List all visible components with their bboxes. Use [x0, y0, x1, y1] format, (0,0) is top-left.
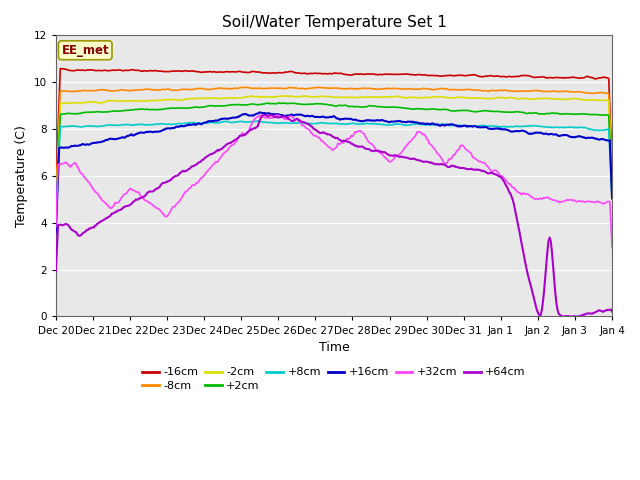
Y-axis label: Temperature (C): Temperature (C) [15, 125, 28, 227]
X-axis label: Time: Time [319, 341, 349, 354]
Text: EE_met: EE_met [61, 44, 109, 57]
Legend: -16cm, -8cm, -2cm, +2cm, +8cm, +16cm, +32cm, +64cm: -16cm, -8cm, -2cm, +2cm, +8cm, +16cm, +3… [138, 363, 530, 395]
Title: Soil/Water Temperature Set 1: Soil/Water Temperature Set 1 [221, 15, 446, 30]
